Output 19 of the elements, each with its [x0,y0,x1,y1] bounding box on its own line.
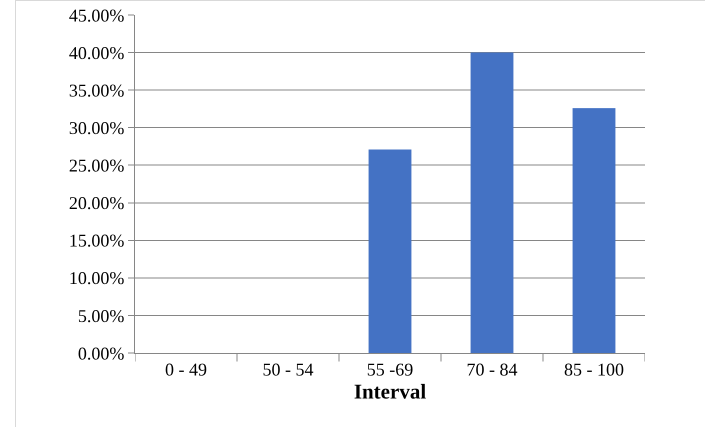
y-tick-label: 15.00% [68,230,124,251]
y-tick-label: 40.00% [68,42,124,63]
bar [368,149,412,353]
y-tick-label: 20.00% [68,193,124,214]
bar [470,52,514,353]
y-tick-label: 35.00% [68,80,124,100]
bar [572,108,616,353]
x-tick-label: 50 - 54 [262,360,314,380]
x-tick-label: 85 - 100 [564,360,624,380]
y-tick-label: 45.00% [68,5,124,26]
y-tick-label: 30.00% [68,118,124,138]
x-tick-label: 55 -69 [366,360,414,380]
x-tick-label: 70 - 84 [466,360,518,380]
x-tick-label: 0 - 49 [165,360,207,380]
y-tick-label: 5.00% [78,306,124,326]
y-tick-label: 0.00% [78,343,124,364]
y-tick-label: 10.00% [68,268,124,288]
x-axis-title: Interval [354,380,426,404]
y-tick-label: 25.00% [68,156,124,176]
